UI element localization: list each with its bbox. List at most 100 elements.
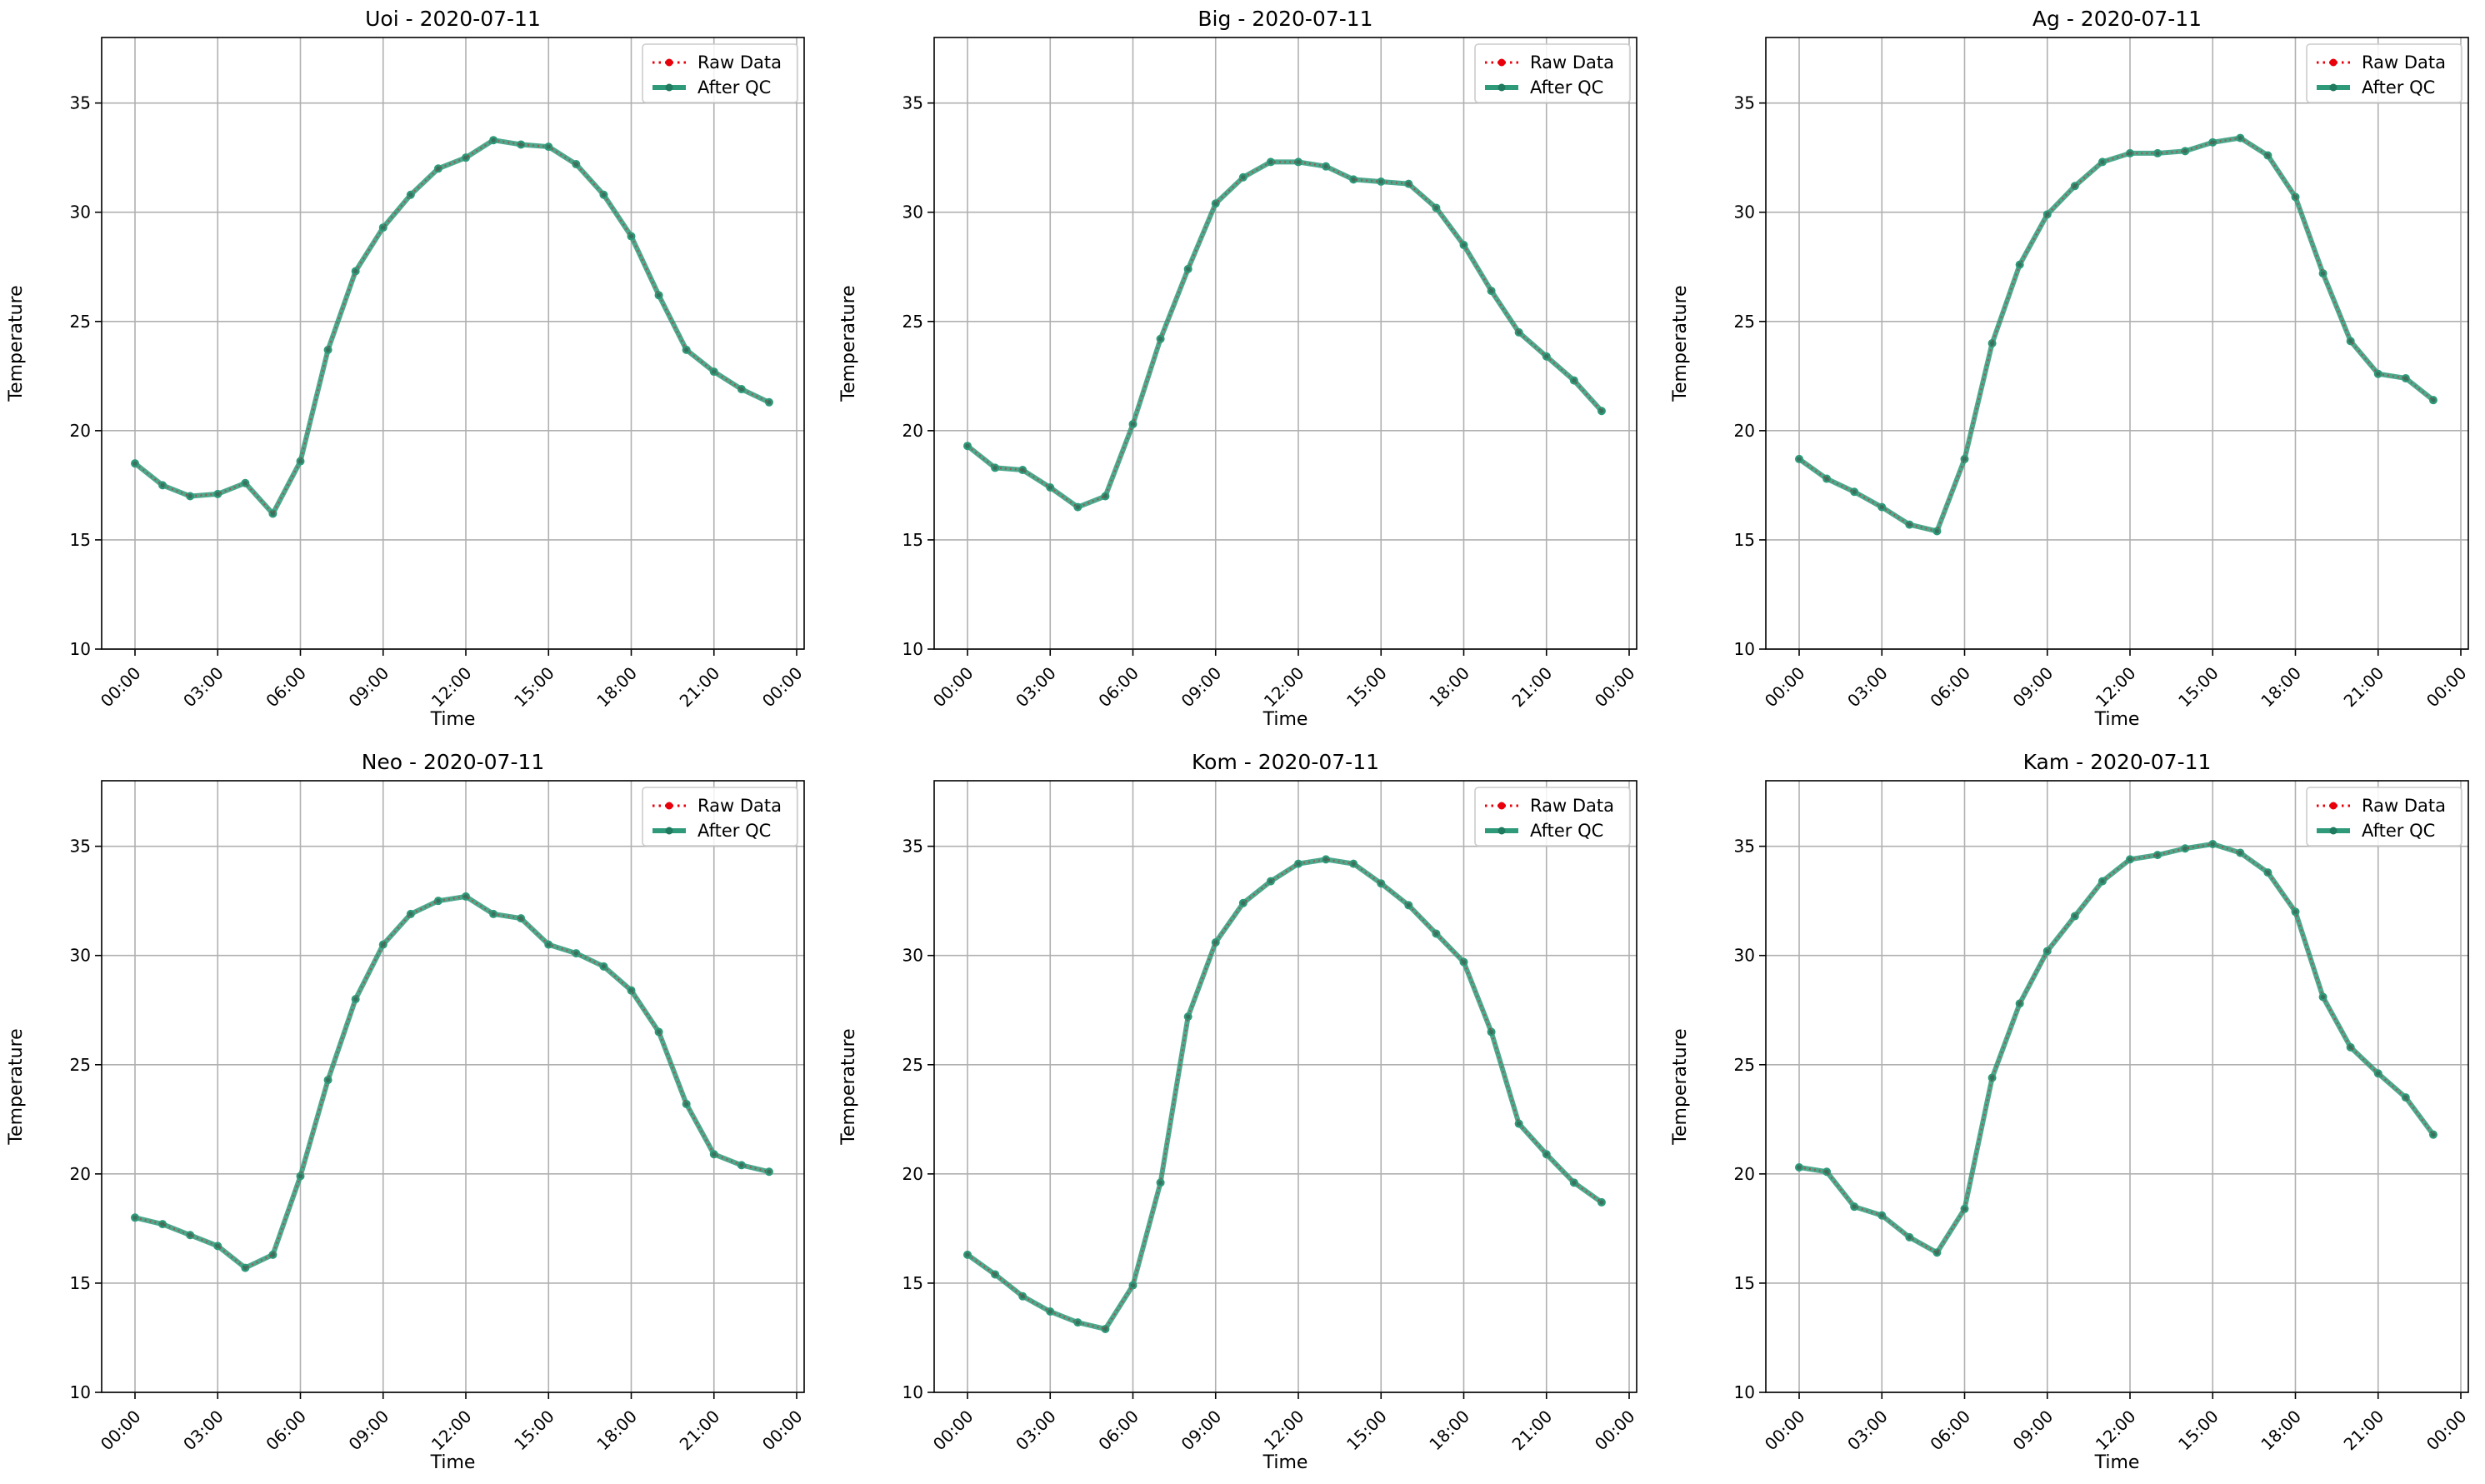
x-tick-label: 12:00 [2092, 663, 2140, 712]
legend: Raw Data After QC [1474, 43, 1631, 103]
data-point-raw-data [325, 347, 331, 352]
plot-frame [101, 780, 805, 1393]
y-axis-label: Temperature [1670, 285, 1691, 402]
series-line-after-qc [1798, 135, 2435, 534]
data-point-raw-data [1048, 485, 1052, 490]
legend-marker-raw-data [665, 802, 673, 810]
y-tick-label: 30 [70, 946, 91, 966]
data-point-raw-data [408, 192, 413, 197]
data-point-raw-data [2072, 913, 2078, 919]
legend-marker-after-qc [2329, 827, 2338, 835]
y-tick-label: 10 [902, 1382, 923, 1402]
y-tick-label: 15 [1734, 1273, 1755, 1293]
y-tick-label: 15 [902, 1273, 923, 1293]
data-point-raw-data [2238, 135, 2242, 141]
x-tick-label: 09:00 [1178, 663, 1226, 712]
x-tick-label: 15:00 [510, 1407, 558, 1455]
data-point-raw-data [1962, 1207, 1968, 1212]
chart-panel-3: 00:00 03:00 06:00 09:00 12:00 15:00 18:00 21:00… [1670, 7, 2471, 730]
data-point-raw-data [1488, 288, 1494, 293]
data-point-raw-data [1406, 902, 1411, 908]
x-tick-label: 12:00 [1260, 1407, 1308, 1455]
x-tick-label: 06:00 [1926, 1407, 1974, 1455]
x-axis-label: Time [430, 1452, 476, 1473]
data-point-raw-data [1268, 159, 1273, 165]
y-tick-label: 25 [1734, 312, 1755, 332]
x-tick-label: 00:00 [1591, 663, 1639, 712]
legend-label-raw-data: Raw Data [1530, 52, 1614, 72]
x-tick-label: 21:00 [1508, 1407, 1557, 1455]
data-point-raw-data [381, 225, 386, 230]
y-tick-label: 25 [902, 1055, 923, 1075]
data-point-raw-data [684, 1102, 689, 1107]
data-point-raw-data [463, 894, 468, 899]
legend-marker-after-qc [665, 83, 673, 92]
data-point-raw-data [381, 942, 386, 947]
data-point-raw-data [2431, 1132, 2436, 1137]
data-point-raw-data [1048, 1309, 1052, 1314]
data-point-raw-data [712, 1152, 717, 1157]
series-line-after-qc [133, 137, 771, 517]
x-tick-label: 21:00 [2340, 663, 2388, 712]
chart-title: Kom - 2020-07-11 [1192, 750, 1379, 774]
data-point-raw-data [298, 458, 303, 464]
data-point-raw-data [1461, 242, 1467, 247]
data-point-raw-data [353, 997, 358, 1002]
x-tick-label: 15:00 [1342, 663, 1391, 712]
data-point-raw-data [518, 142, 523, 147]
data-point-raw-data [1213, 940, 1218, 945]
data-point-raw-data [2045, 948, 2050, 954]
data-point-raw-data [965, 443, 970, 448]
data-point-raw-data [518, 916, 523, 921]
data-point-raw-data [1351, 177, 1356, 182]
y-tick-label: 10 [902, 639, 923, 659]
data-point-raw-data [739, 1162, 744, 1167]
y-axis-label: Temperature [6, 1028, 27, 1145]
y-tick-label: 20 [902, 421, 923, 441]
data-point-raw-data [573, 162, 578, 167]
legend: Raw Data After QC [642, 43, 798, 103]
plot-frame [1765, 37, 2469, 650]
legend-marker-after-qc [1498, 827, 1506, 835]
data-point-raw-data [546, 144, 551, 149]
data-point-raw-data [1599, 1200, 1604, 1205]
x-tick-label: 00:00 [1761, 1407, 1809, 1455]
y-axis-label: Temperature [6, 285, 27, 402]
x-tick-label: 00:00 [929, 663, 978, 712]
series-line-after-qc [1798, 842, 2436, 1256]
chart-title: Uoi - 2020-07-11 [365, 7, 541, 31]
data-point-raw-data [1268, 878, 1273, 884]
data-point-raw-data [1241, 901, 1246, 906]
data-point-raw-data [1130, 1282, 1136, 1288]
y-tick-label: 35 [70, 837, 91, 857]
x-tick-label: 18:00 [2257, 663, 2305, 712]
data-point-raw-data [2292, 909, 2298, 914]
data-point-raw-data [436, 166, 441, 171]
data-point-raw-data [684, 347, 689, 352]
x-tick-label: 00:00 [758, 1407, 807, 1455]
data-point-raw-data [188, 1232, 192, 1237]
chart-title: Big - 2020-07-11 [1198, 7, 1372, 31]
data-point-raw-data [1296, 159, 1301, 165]
data-point-raw-data [325, 1077, 331, 1082]
data-point-raw-data [1797, 457, 1802, 462]
x-tick-label: 18:00 [2257, 1407, 2305, 1455]
data-point-raw-data [2403, 376, 2408, 381]
legend-marker-raw-data [2329, 802, 2338, 810]
data-point-raw-data [1102, 1327, 1108, 1332]
data-point-raw-data [1989, 341, 1995, 346]
x-tick-label: 00:00 [97, 663, 145, 712]
y-tick-label: 30 [1734, 946, 1755, 966]
x-tick-label: 09:00 [345, 663, 393, 712]
y-tick-label: 35 [902, 837, 923, 857]
data-point-raw-data [1517, 1121, 1522, 1127]
legend-label-raw-data: Raw Data [698, 796, 782, 816]
y-tick-label: 30 [902, 946, 923, 966]
y-tick-label: 15 [902, 530, 923, 550]
x-axis-label: Time [430, 709, 476, 730]
x-tick-label: 00:00 [929, 1407, 978, 1455]
data-point-raw-data [463, 155, 468, 160]
data-point-raw-data [2128, 857, 2132, 862]
legend-marker-raw-data [665, 58, 673, 67]
y-tick-label: 30 [70, 202, 91, 222]
